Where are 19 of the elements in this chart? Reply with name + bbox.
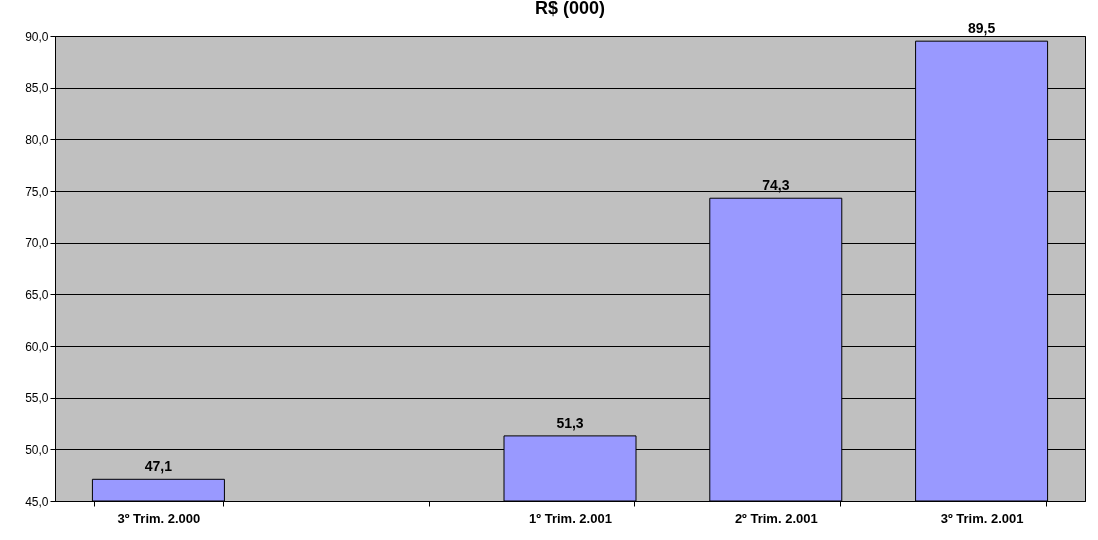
y-tick-label: 50,0 — [25, 442, 49, 457]
x-tick-label: 2º Trim. 2.001 — [734, 510, 818, 526]
y-tick-label: 60,0 — [25, 339, 49, 354]
y-tick-label: 70,0 — [25, 236, 49, 251]
y-tick-label: 65,0 — [25, 287, 49, 302]
chart-title: R$ (000) — [534, 0, 606, 19]
data-label: 74,3 — [762, 177, 790, 194]
data-label: 89,5 — [967, 20, 996, 37]
x-tick-label: 3º Trim. 2.001 — [940, 510, 1024, 526]
y-tick-label: 55,0 — [25, 391, 49, 406]
y-tick-label: 75,0 — [25, 184, 49, 199]
y-tick-label: 45,0 — [25, 494, 49, 509]
x-tick-label: 3º Trim. 2.000 — [117, 510, 201, 526]
y-tick-label: 80,0 — [25, 132, 49, 147]
data-label: 47,1 — [144, 458, 173, 475]
y-tick-label: 85,0 — [25, 81, 49, 96]
data-label: 51,3 — [556, 414, 584, 431]
y-tick-label: 90,0 — [25, 29, 49, 44]
x-tick-label: 1º Trim. 2.001 — [529, 510, 612, 526]
